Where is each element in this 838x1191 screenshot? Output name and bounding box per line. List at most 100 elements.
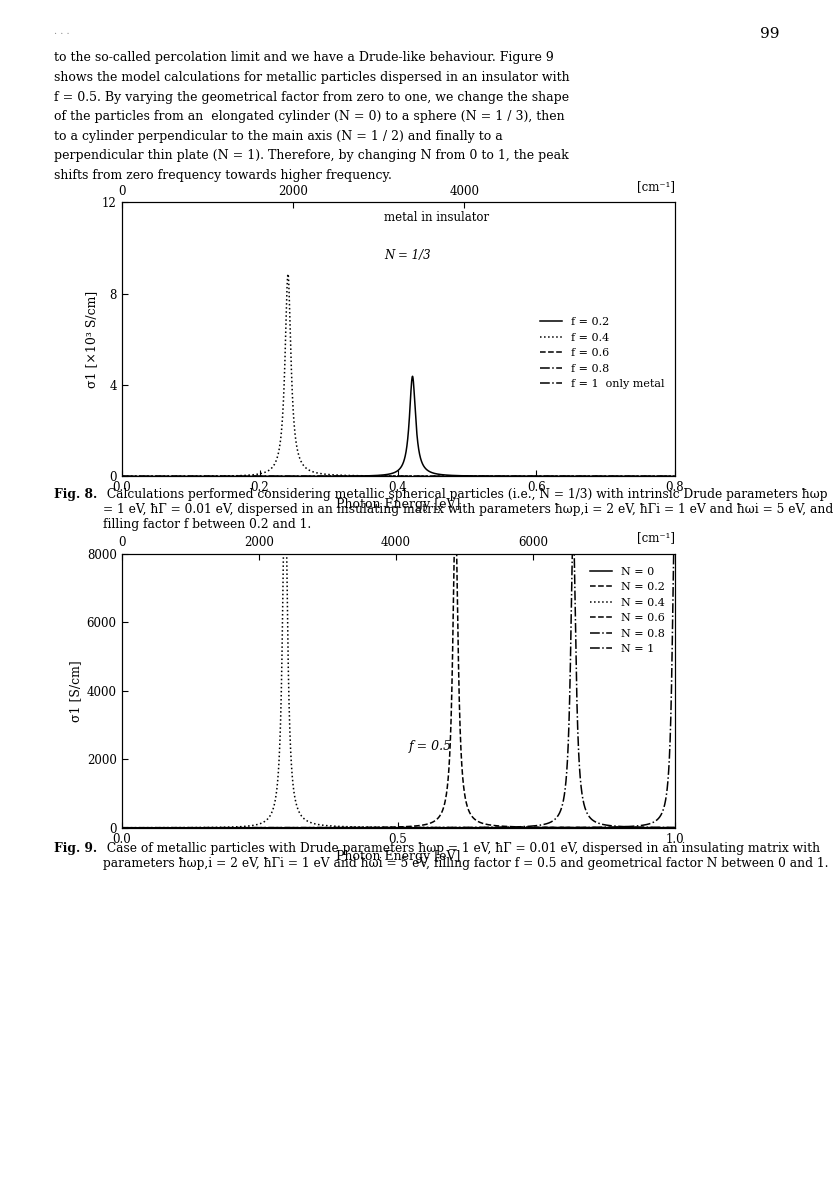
Text: Fig. 9.: Fig. 9. (54, 842, 97, 855)
f = 1  only metal (121, 469, 131, 484)
f = 0.2 (387, 466, 397, 480)
N = 0.2 (225, 821, 235, 835)
N = 1 (141, 821, 151, 835)
f = 0.6 (388, 469, 398, 484)
f = 0.8 (387, 469, 397, 484)
N = 1 (640, 818, 650, 833)
N = 0.8 (640, 821, 650, 835)
N = 1 (117, 821, 127, 835)
N = 0.4 (225, 819, 235, 834)
N = 0.8 (387, 821, 397, 835)
N = 0.6 (120, 821, 130, 835)
f = 0.4 (388, 469, 398, 484)
N = 0.2 (117, 821, 127, 835)
N = 0.2 (387, 821, 397, 835)
Text: Case of metallic particles with Drude parameters ħωp = 1 eV, ħΓ = 0.01 eV, dispe: Case of metallic particles with Drude pa… (103, 842, 829, 871)
f = 0.6 (121, 469, 131, 484)
f = 0.4 (121, 469, 131, 484)
Line: N = 0.8: N = 0.8 (122, 526, 675, 828)
Line: f = 0.4: f = 0.4 (123, 274, 675, 476)
N = 0.2 (151, 821, 161, 835)
Text: to a cylinder perpendicular to the main axis (N = 1 / 2) and finally to a: to a cylinder perpendicular to the main … (54, 130, 504, 143)
N = 0.6 (141, 821, 151, 835)
N = 0.8 (670, 821, 680, 835)
f = 1  only metal (670, 469, 680, 484)
N = 0 (120, 821, 130, 835)
N = 0.8 (117, 821, 127, 835)
N = 0 (225, 821, 235, 835)
f = 0.4 (118, 469, 128, 484)
Line: f = 0.2: f = 0.2 (123, 376, 675, 476)
N = 0.4 (120, 821, 130, 835)
N = 0.8 (151, 821, 161, 835)
f = 0.4 (670, 469, 680, 484)
N = 0.6 (640, 821, 650, 835)
N = 1 (387, 821, 397, 835)
Line: N = 1: N = 1 (122, 515, 675, 828)
f = 0.8 (151, 469, 161, 484)
Legend: f = 0.2, f = 0.4, f = 0.6, f = 0.8, f = 1  only metal: f = 0.2, f = 0.4, f = 0.6, f = 0.8, f = … (535, 312, 669, 394)
N = 0.8 (225, 821, 235, 835)
N = 0 (387, 821, 397, 835)
f = 0.2 (226, 469, 236, 484)
N = 0.6 (151, 821, 161, 835)
N = 0.6 (117, 821, 127, 835)
Text: shifts from zero frequency towards higher frequency.: shifts from zero frequency towards highe… (54, 169, 392, 182)
f = 0.2 (151, 469, 161, 484)
f = 0.8 (670, 469, 680, 484)
f = 0.2 (118, 469, 128, 484)
f = 0.2 (407, 369, 417, 384)
N = 1 (225, 821, 235, 835)
f = 0.6 (226, 469, 236, 484)
N = 0.4 (151, 821, 161, 835)
Line: N = 0.4: N = 0.4 (122, 464, 675, 828)
N = 0.6 (225, 821, 235, 835)
f = 0.6 (640, 469, 650, 484)
f = 0.8 (141, 469, 151, 484)
Text: of the particles from an  elongated cylinder (N = 0) to a sphere (N = 1 / 3), th: of the particles from an elongated cylin… (54, 111, 565, 123)
N = 0.4 (117, 821, 127, 835)
N = 0.2 (670, 821, 680, 835)
f = 1  only metal (387, 469, 397, 484)
f = 0.8 (118, 469, 128, 484)
f = 0.2 (670, 469, 680, 484)
Text: f = 0.5. By varying the geometrical factor from zero to one, we change the shape: f = 0.5. By varying the geometrical fact… (54, 91, 570, 104)
f = 0.4 (151, 469, 161, 484)
Text: metal in insulator: metal in insulator (385, 211, 489, 224)
N = 0 (151, 821, 161, 835)
f = 0.6 (141, 469, 151, 484)
f = 0.4 (640, 469, 650, 484)
Text: N = 1/3: N = 1/3 (385, 249, 431, 262)
Legend: N = 0, N = 0.2, N = 0.4, N = 0.6, N = 0.8, N = 1: N = 0, N = 0.2, N = 0.4, N = 0.6, N = 0.… (585, 562, 669, 659)
X-axis label: Photon Energy [eV]: Photon Energy [eV] (336, 849, 460, 862)
f = 0.6 (151, 469, 161, 484)
f = 0.4 (141, 469, 151, 484)
N = 0 (640, 821, 650, 835)
Text: . . .: . . . (54, 27, 70, 37)
N = 0.6 (387, 819, 397, 834)
f = 0.6 (282, 469, 292, 484)
N = 0.4 (141, 821, 151, 835)
N = 0.2 (141, 821, 151, 835)
f = 1  only metal (640, 469, 650, 484)
f = 1  only metal (118, 469, 128, 484)
f = 0.6 (118, 469, 128, 484)
N = 0.4 (387, 821, 397, 835)
N = 0.8 (120, 821, 130, 835)
f = 0.6 (670, 469, 680, 484)
N = 1 (151, 821, 161, 835)
N = 0.4 (670, 821, 680, 835)
f = 0.8 (226, 469, 236, 484)
N = 0.8 (568, 519, 578, 534)
Text: f = 0.5: f = 0.5 (409, 740, 453, 753)
X-axis label: Photon Energy [eV]: Photon Energy [eV] (336, 498, 460, 511)
N = 0.8 (141, 821, 151, 835)
Y-axis label: σ1 [×10³ S/cm]: σ1 [×10³ S/cm] (85, 291, 98, 388)
f = 0.2 (141, 469, 151, 484)
Text: shows the model calculations for metallic particles dispersed in an insulator wi: shows the model calculations for metalli… (54, 71, 570, 83)
N = 0.2 (640, 821, 650, 835)
Text: Fig. 8.: Fig. 8. (54, 488, 98, 501)
N = 1 (670, 507, 680, 522)
Y-axis label: σ1 [S/cm]: σ1 [S/cm] (70, 660, 82, 722)
N = 0.6 (450, 501, 460, 516)
